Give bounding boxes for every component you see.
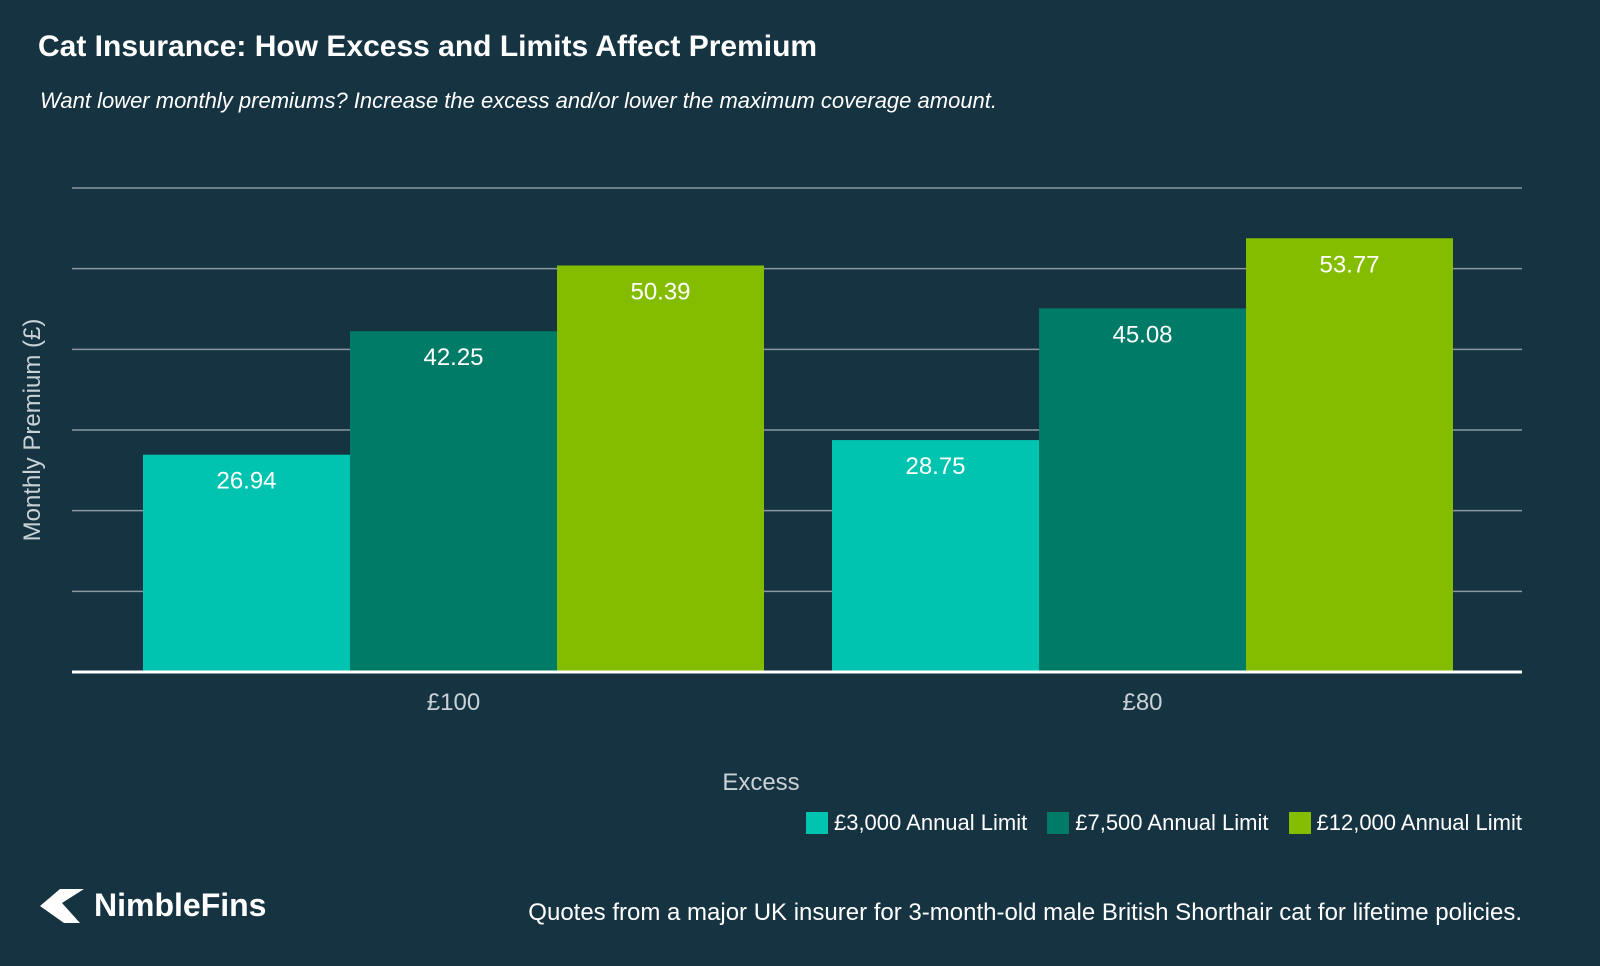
bar: [557, 265, 764, 672]
legend-item: £7,500 Annual Limit: [1047, 810, 1269, 836]
bar-group: [143, 238, 1453, 672]
data-label: 26.94: [216, 468, 276, 495]
legend-swatch-3000: [805, 812, 828, 834]
legend: £3,000 Annual Limit £7,500 Annual Limit …: [805, 810, 1523, 836]
legend-label-3000: £3,000 Annual Limit: [833, 810, 1028, 835]
data-label: 50.39: [630, 279, 690, 306]
chart-title: Cat Insurance: How Excess and Limits Aff…: [38, 30, 818, 63]
x-tick-label: £100: [427, 689, 480, 716]
x-axis-label: Excess: [722, 769, 799, 796]
bar: [350, 331, 557, 672]
nimblefins-logo: NimbleFins: [40, 887, 266, 924]
logo-text: NimbleFins: [94, 887, 267, 923]
legend-item: £12,000 Annual Limit: [1288, 810, 1523, 836]
y-axis-label: Monthly Premium (£): [19, 319, 46, 542]
data-label: 42.25: [423, 344, 483, 371]
data-labels: 26.94 42.25 50.39 28.75 45.08 53.77: [216, 251, 1379, 494]
legend-label-12000: £12,000 Annual Limit: [1316, 810, 1523, 835]
chart-subtitle: Want lower monthly premiums? Increase th…: [40, 88, 998, 113]
x-tick-labels: £100 £80: [427, 689, 1163, 716]
legend-swatch-12000: [1288, 812, 1311, 834]
bar: [143, 454, 350, 672]
data-label: 28.75: [905, 453, 965, 480]
chevron-arrow-icon: [40, 888, 84, 923]
data-label: 45.08: [1112, 321, 1172, 348]
legend-item: £3,000 Annual Limit: [805, 810, 1028, 836]
bar: [1246, 238, 1453, 672]
bar: [832, 440, 1039, 672]
bar: [1039, 308, 1246, 672]
footnote: Quotes from a major UK insurer for 3-mon…: [528, 899, 1522, 926]
legend-label-7500: £7,500 Annual Limit: [1075, 810, 1269, 835]
data-label: 53.77: [1319, 251, 1379, 278]
legend-swatch-7500: [1047, 812, 1070, 834]
x-tick-label: £80: [1122, 689, 1162, 716]
